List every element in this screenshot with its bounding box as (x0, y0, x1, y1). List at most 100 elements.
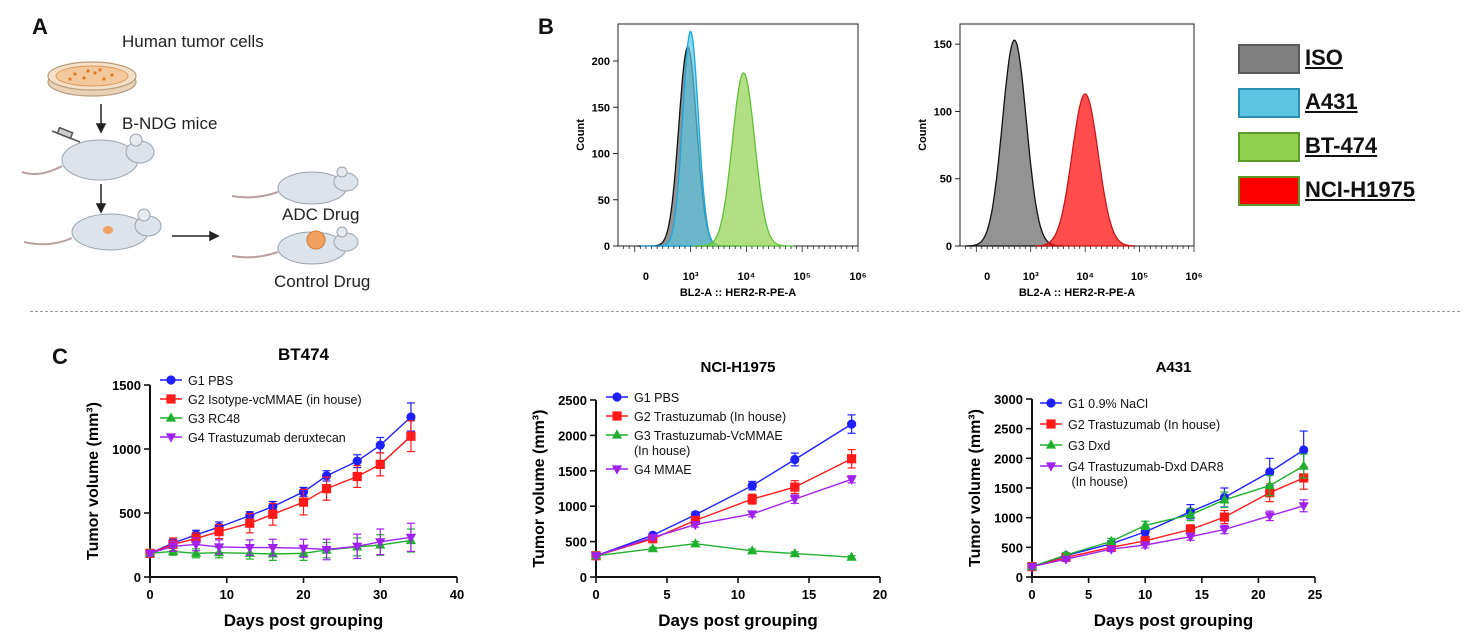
flow-y-tick-label: 100 (592, 149, 610, 161)
data-point (747, 510, 758, 520)
data-point (352, 471, 362, 482)
flow-legend-label-1: ISO (1305, 45, 1343, 70)
legend-entry-1: G1 PBS (160, 374, 233, 388)
data-point (747, 545, 758, 555)
data-point (166, 375, 176, 385)
data-point (267, 543, 278, 554)
legend-entry-2: G2 Isotype-vcMMAE (in house) (160, 393, 362, 407)
y-tick-label: 2500 (558, 393, 587, 408)
data-point (789, 495, 800, 505)
legend-label: G2 Trastuzumab (In house) (1068, 418, 1220, 432)
data-point (321, 471, 332, 481)
schematic-top-label: Human tumor cells (122, 32, 264, 51)
series-4 (1026, 499, 1309, 573)
data-point (214, 526, 224, 537)
petri-dish-icon (47, 61, 137, 97)
x-tick-label: 15 (802, 587, 816, 602)
data-point (1298, 502, 1309, 512)
data-point (647, 543, 658, 553)
legend-label: G1 PBS (634, 391, 679, 405)
data-point (167, 542, 179, 552)
y-tick-label: 1500 (558, 464, 587, 479)
data-point (1264, 512, 1275, 522)
data-point (1219, 512, 1230, 522)
mouse-icon-control (231, 226, 359, 265)
panel-label-a: A (32, 14, 48, 39)
data-point (244, 543, 255, 554)
y-tick-label: 0 (1016, 570, 1023, 585)
data-point (375, 459, 385, 469)
data-point (1140, 519, 1151, 529)
panel-label-b: B (538, 14, 554, 39)
data-point (190, 540, 202, 550)
flow-y-tick-label: 150 (934, 39, 952, 51)
legend-label: G3 Trastuzumab-VcMMAE (In house) (634, 429, 783, 458)
data-point (352, 542, 363, 552)
data-point (321, 484, 332, 494)
data-point (375, 538, 386, 548)
flow-legend-label-3: BT-474 (1305, 133, 1378, 158)
section-divider (30, 311, 1460, 312)
data-point (1219, 494, 1230, 504)
data-point (406, 412, 416, 422)
series-line (595, 478, 852, 557)
y-tick-label: 500 (1001, 540, 1023, 555)
data-point (789, 548, 800, 558)
data-point (1264, 480, 1275, 490)
legend-entry-4: G4 Trastuzumab deruxtecan (160, 431, 346, 445)
series-line (595, 542, 852, 558)
flow-legend-swatch-1 (1238, 44, 1300, 74)
legend-entry-2: G2 Trastuzumab (In house) (606, 410, 786, 424)
x-axis-label: Days post grouping (224, 611, 384, 630)
y-tick-label: 1500 (994, 481, 1023, 496)
flow-y-tick-label: 0 (604, 241, 610, 253)
y-tick-label: 2000 (994, 451, 1023, 466)
x-tick-label: 0 (1028, 587, 1035, 602)
series-3 (590, 538, 857, 561)
schematic-adc-label: ADC Drug (282, 205, 360, 224)
x-tick-label: 20 (296, 587, 310, 602)
flow-y-tick-label: 150 (592, 102, 610, 114)
data-point (612, 411, 622, 421)
flow-y-tick-label: 100 (934, 106, 952, 118)
flow-x-axis-label: BL2-A :: HER2-R-PE-A (1019, 287, 1135, 299)
y-tick-label: 0 (134, 570, 141, 585)
series-line (1031, 449, 1305, 568)
data-point (298, 544, 309, 554)
data-point (321, 545, 332, 556)
chart-title: A431 (1156, 359, 1192, 376)
legend-entry-1: G1 0.9% NaCl (1040, 397, 1148, 411)
data-point (747, 481, 757, 491)
y-tick-label: 2500 (994, 422, 1023, 437)
data-point (647, 533, 658, 543)
flow-x-tick-label: 10⁵ (1131, 271, 1148, 283)
legend-label: G3 Dxd (1068, 439, 1110, 453)
schematic-control-label: Control Drug (274, 272, 371, 291)
data-point (1185, 509, 1196, 519)
flow-x-tick-label: 10³ (1023, 271, 1039, 283)
flow-x-axis-label: BL2-A :: HER2-R-PE-A (680, 287, 796, 299)
legend-entry-3: G3 RC48 (160, 412, 240, 426)
x-tick-label: 5 (1085, 587, 1092, 602)
schematic-mice-label: B-NDG mice (122, 114, 218, 133)
data-point (1219, 525, 1230, 536)
flow-legend-swatch-3 (1238, 132, 1300, 162)
flow-legend-label-2: A431 (1305, 89, 1358, 114)
x-tick-label: 10 (1138, 587, 1152, 602)
chart-title: NCI-H1975 (700, 359, 775, 376)
data-point (1106, 545, 1117, 555)
x-tick-label: 30 (373, 587, 387, 602)
chart-title: BT474 (278, 345, 330, 364)
flow-x-tick-label: 10⁵ (793, 271, 810, 283)
data-point (846, 551, 857, 561)
legend-entry-2: G2 Trastuzumab (In house) (1040, 418, 1220, 432)
legend-label: G1 PBS (188, 374, 233, 388)
data-point (690, 538, 701, 548)
data-point (1046, 419, 1056, 429)
x-tick-label: 25 (1308, 587, 1322, 602)
x-tick-label: 15 (1195, 587, 1209, 602)
legend-label: G2 Isotype-vcMMAE (in house) (188, 393, 362, 407)
flow-legend-swatch-4 (1238, 176, 1300, 206)
